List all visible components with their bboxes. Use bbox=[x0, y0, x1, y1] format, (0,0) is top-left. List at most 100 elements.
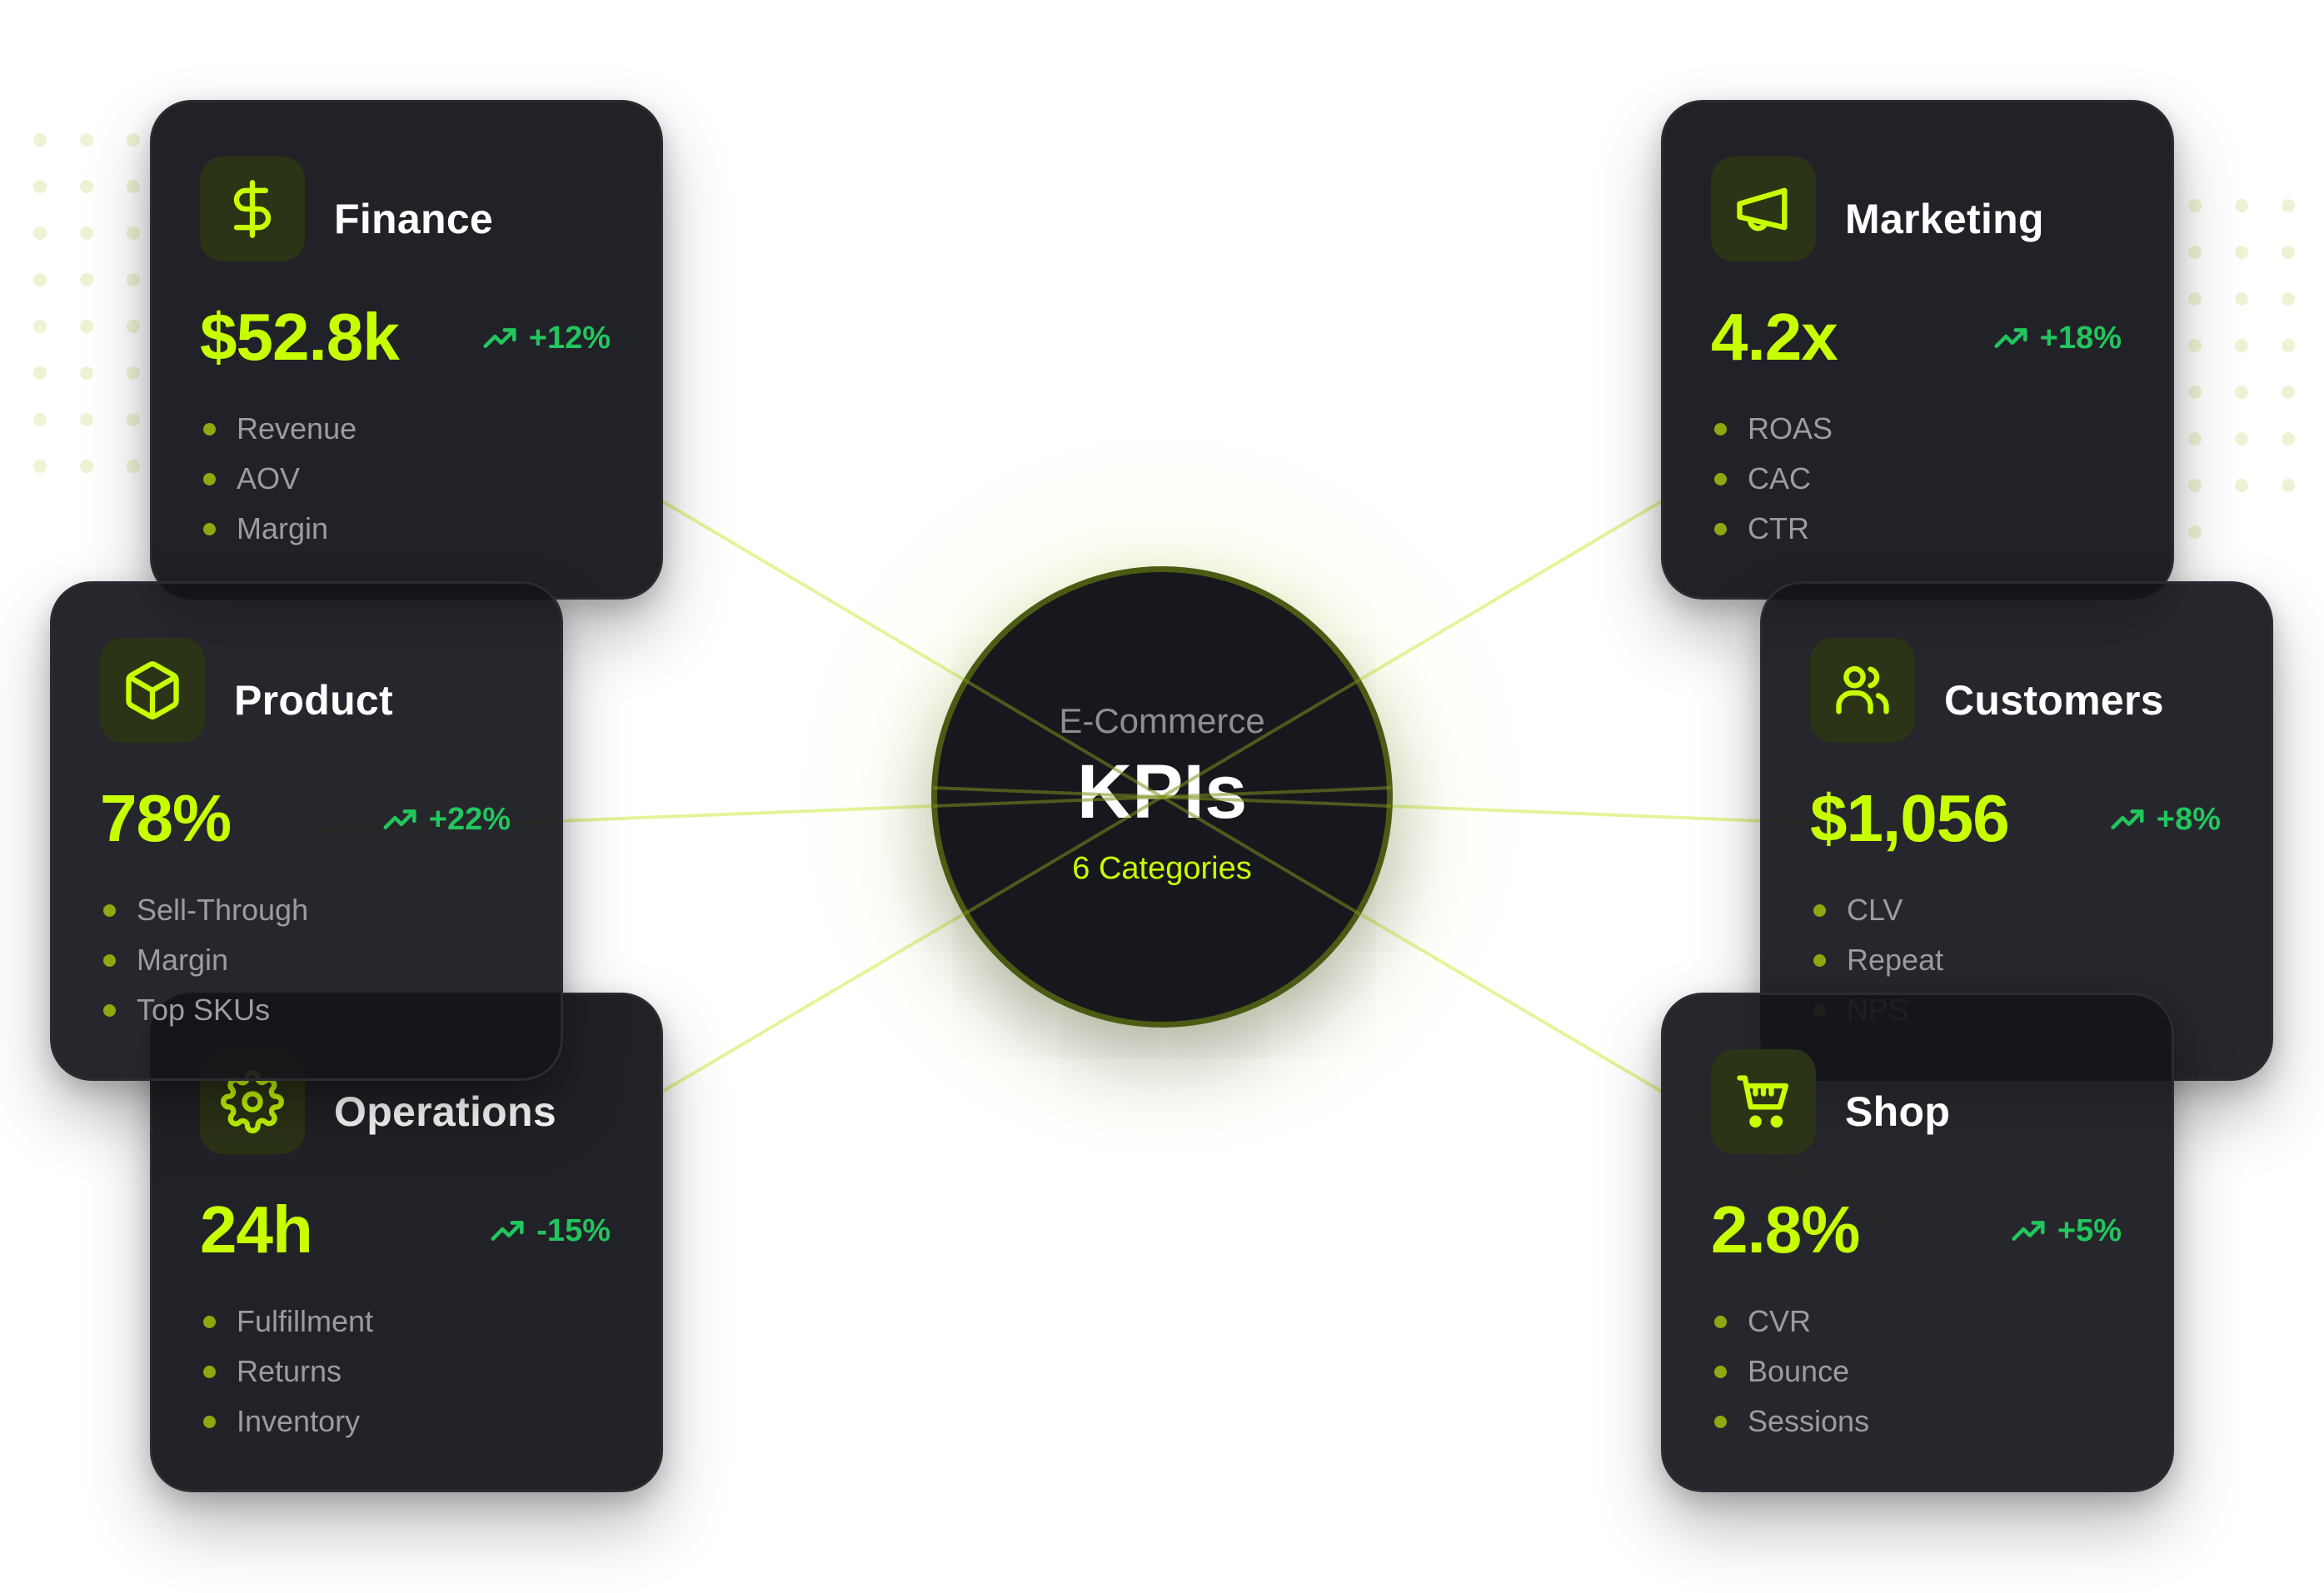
kpi-list: Sell-Through Margin Top SKUs bbox=[100, 885, 308, 1035]
card-title: Marketing bbox=[1845, 196, 2044, 242]
trend-value: +22% bbox=[428, 802, 511, 837]
list-item-label: CTR bbox=[1748, 511, 1809, 545]
list-item: Sell-Through bbox=[100, 885, 308, 935]
hub-title: KPIs bbox=[1076, 749, 1248, 834]
list-item-label: Top SKUs bbox=[137, 993, 271, 1027]
list-item-label: CVR bbox=[1748, 1304, 1812, 1338]
card-title: Operations bbox=[334, 1088, 556, 1135]
bullet-dot bbox=[1714, 1415, 1727, 1428]
list-item-label: Bounce bbox=[1748, 1354, 1850, 1388]
trend-value: -15% bbox=[536, 1213, 611, 1248]
metric-value: 78% bbox=[100, 781, 232, 855]
list-item-label: Margin bbox=[137, 943, 229, 977]
trend-badge: +5% bbox=[2009, 1210, 2122, 1252]
metric-value: $1,056 bbox=[1810, 781, 2010, 855]
trend-badge: +22% bbox=[381, 799, 511, 840]
metric-value: $52.8k bbox=[200, 300, 400, 374]
trend-value: +12% bbox=[528, 321, 611, 356]
list-item: Revenue bbox=[200, 404, 357, 454]
metric-value: 4.2x bbox=[1711, 300, 1838, 374]
trend-value: +5% bbox=[2057, 1213, 2122, 1248]
bullet-dot bbox=[1714, 472, 1727, 485]
trending-up-icon bbox=[2012, 1221, 2045, 1241]
list-item-label: Revenue bbox=[237, 411, 357, 446]
list-item: Sessions bbox=[1711, 1396, 1869, 1446]
card-product[interactable]: Product 78% +22% Sell-Through Margin Top… bbox=[50, 581, 563, 1081]
gear-icon bbox=[221, 1070, 284, 1133]
bullet-dot bbox=[103, 904, 116, 917]
list-item-label: Repeat bbox=[1847, 943, 1944, 977]
metric-value: 2.8% bbox=[1711, 1192, 1860, 1267]
metric-value: 24h bbox=[200, 1192, 313, 1267]
bullet-dot bbox=[203, 472, 216, 485]
megaphone-icon bbox=[1737, 187, 1788, 231]
list-item-label: ROAS bbox=[1748, 411, 1833, 446]
list-item: Fulfillment bbox=[200, 1297, 373, 1347]
list-item: ROAS bbox=[1711, 404, 1833, 454]
list-item: Inventory bbox=[200, 1396, 373, 1446]
bullet-dot bbox=[203, 1315, 216, 1328]
bullet-dot bbox=[1714, 422, 1727, 436]
bullet-dot bbox=[203, 422, 216, 436]
users-icon bbox=[1836, 665, 1889, 714]
shopping-cart-icon bbox=[1737, 1075, 1789, 1128]
kpi-list: CVR Bounce Sessions bbox=[1711, 1297, 1869, 1446]
center-hub: E-Commerce KPIs 6 Categories bbox=[931, 566, 1393, 1028]
trending-up-icon bbox=[2111, 809, 2144, 829]
list-item-label: Margin bbox=[237, 511, 329, 545]
list-item-label: CLV bbox=[1847, 893, 1903, 927]
trend-badge: +8% bbox=[2108, 799, 2221, 840]
list-item: CTR bbox=[1711, 504, 1833, 554]
hub-subtitle: E-Commerce bbox=[1059, 700, 1265, 740]
bullet-dot bbox=[103, 1003, 116, 1017]
list-item: Top SKUs bbox=[100, 985, 308, 1035]
list-item: Repeat bbox=[1810, 935, 1943, 985]
box-icon bbox=[126, 661, 179, 720]
list-item: CVR bbox=[1711, 1297, 1869, 1347]
trending-up-icon bbox=[383, 809, 416, 829]
list-item: Margin bbox=[100, 935, 308, 985]
list-item: CAC bbox=[1711, 454, 1833, 504]
list-item-label: AOV bbox=[237, 461, 301, 495]
list-item-label: Sessions bbox=[1748, 1404, 1870, 1438]
card-title: Shop bbox=[1845, 1088, 1951, 1135]
card-title: Product bbox=[234, 677, 393, 724]
card-finance[interactable]: Finance $52.8k +12% Revenue AOV Margin bbox=[150, 100, 663, 600]
trend-value: +8% bbox=[2156, 802, 2221, 837]
hub-categories-label: 6 Categories bbox=[1072, 850, 1252, 886]
card-customers[interactable]: Customers $1,056 +8% CLV Repeat NPS bbox=[1760, 581, 2273, 1081]
bullet-dot bbox=[1714, 1365, 1727, 1378]
list-item-label: Returns bbox=[237, 1354, 342, 1388]
product-icon-box bbox=[100, 638, 205, 743]
list-item: Margin bbox=[200, 504, 357, 554]
bullet-dot bbox=[203, 1415, 216, 1428]
trend-badge: +12% bbox=[481, 317, 611, 359]
bullet-dot bbox=[203, 522, 216, 535]
bullet-dot bbox=[103, 953, 116, 967]
trending-up-icon bbox=[491, 1221, 524, 1241]
list-item: Bounce bbox=[1711, 1347, 1869, 1396]
list-item-label: Sell-Through bbox=[137, 893, 309, 927]
list-item-label: CAC bbox=[1748, 461, 1812, 495]
kpi-list: Revenue AOV Margin bbox=[200, 404, 357, 554]
list-item: CLV bbox=[1810, 885, 1943, 935]
card-title: Customers bbox=[1944, 677, 2164, 724]
marketing-icon-box bbox=[1711, 157, 1816, 261]
card-shop[interactable]: Shop 2.8% +5% CVR Bounce Sessions bbox=[1661, 993, 2174, 1492]
trend-badge: +18% bbox=[1992, 317, 2122, 359]
list-item: AOV bbox=[200, 454, 357, 504]
bullet-dot bbox=[203, 1365, 216, 1378]
trending-up-icon bbox=[483, 328, 516, 348]
list-item-label: Inventory bbox=[237, 1404, 361, 1438]
trending-up-icon bbox=[1994, 328, 2027, 348]
bullet-dot bbox=[1813, 904, 1826, 917]
kpi-list: Fulfillment Returns Inventory bbox=[200, 1297, 373, 1446]
bullet-dot bbox=[1813, 953, 1826, 967]
shop-icon-box bbox=[1711, 1049, 1816, 1154]
list-item: Returns bbox=[200, 1347, 373, 1396]
card-marketing[interactable]: Marketing 4.2x +18% ROAS CAC CTR bbox=[1661, 100, 2174, 600]
trend-badge: -15% bbox=[488, 1210, 611, 1252]
kpi-list: ROAS CAC CTR bbox=[1711, 404, 1833, 554]
card-title: Finance bbox=[334, 196, 494, 242]
